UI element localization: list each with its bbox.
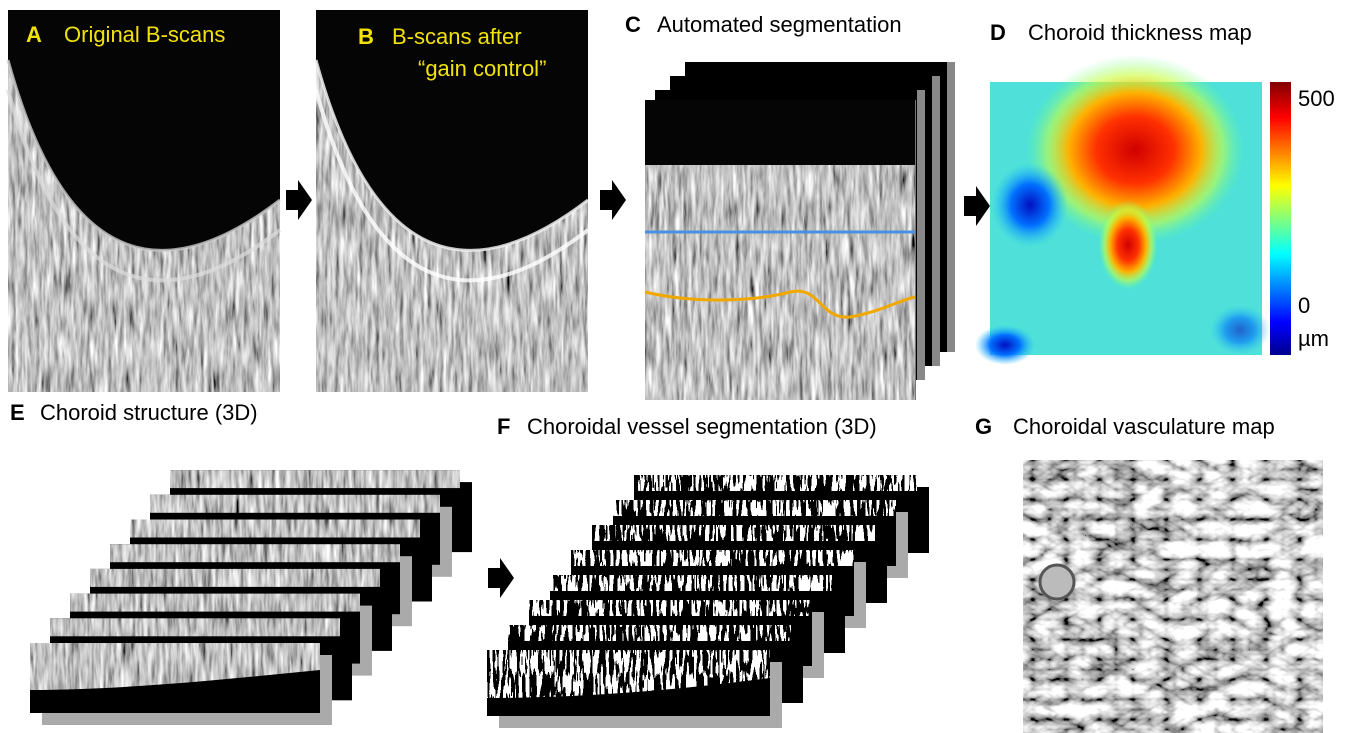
colorbar-min: 0 (1298, 293, 1310, 318)
vessel-stack (487, 475, 929, 728)
bscan-tissue (645, 165, 915, 400)
structure-stack (30, 470, 472, 725)
panel-letter: C (625, 12, 641, 37)
panel-letter: B (358, 24, 374, 49)
slice-texture (613, 500, 896, 516)
arrow (286, 180, 312, 220)
slice-texture (130, 520, 420, 538)
panel-letter: A (26, 22, 42, 47)
thin-region (992, 163, 1068, 247)
arrow (964, 186, 990, 226)
frame-edge (917, 90, 925, 380)
slice-texture (529, 600, 812, 616)
frame-edge (947, 62, 955, 352)
thick-region (1098, 200, 1158, 290)
panel-title: Choroid structure (3D) (40, 400, 258, 425)
bscan-bg-top (645, 100, 915, 145)
panel-title: B-scans after (392, 24, 522, 49)
panel-title: Choroid thickness map (1028, 20, 1252, 45)
panel-letter: G (975, 414, 992, 439)
slice-texture (634, 475, 917, 491)
optic-disc (1040, 565, 1074, 599)
panel-letter: E (10, 400, 25, 425)
slice-texture (70, 594, 360, 612)
colorbar-max: 500 (1298, 86, 1335, 111)
panel-subtitle: “gain control” (418, 56, 546, 81)
arrow (600, 180, 626, 220)
slice-texture (571, 550, 854, 566)
slice-texture (508, 625, 791, 641)
colorbar-unit: µm (1298, 326, 1329, 351)
figure: A Original B-scans B B-scans after “gain… (0, 0, 1359, 733)
slice-texture (50, 618, 340, 636)
arrow (488, 558, 514, 598)
panel-letter: D (990, 20, 1006, 45)
panel-letter: F (497, 414, 510, 439)
bscan-stack (645, 62, 955, 400)
slice-texture (110, 544, 400, 562)
panel-title: Original B-scans (64, 22, 225, 47)
slice-texture (90, 569, 380, 587)
thin-region (1210, 305, 1270, 355)
panel-title: Automated segmentation (657, 12, 902, 37)
frame-edge (932, 76, 940, 366)
slice-texture (592, 525, 875, 541)
slice-texture (150, 495, 440, 513)
panel-title: Choroidal vasculature map (1013, 414, 1275, 439)
slice-texture (550, 575, 833, 591)
colorbar (1270, 82, 1291, 355)
slice-texture (170, 470, 460, 488)
thin-region (975, 325, 1035, 365)
panel-title: Choroidal vessel segmentation (3D) (527, 414, 877, 439)
